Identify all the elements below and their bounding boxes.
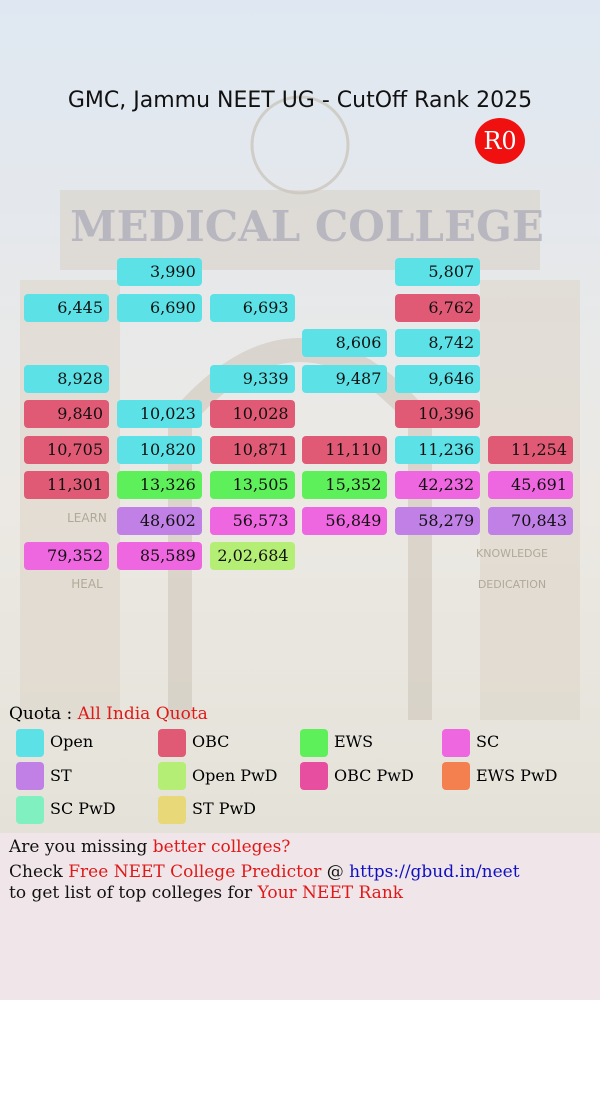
legend-swatch (16, 762, 44, 790)
text: Are you missing (9, 837, 153, 857)
legend-label: Open (50, 732, 94, 751)
watermark: HEAL (71, 577, 103, 591)
legend-label: ST PwD (192, 799, 257, 818)
rank-tile: 5,807 (395, 258, 481, 286)
legend-label: EWS (334, 732, 374, 751)
rank-tile: 13,505 (209, 471, 295, 499)
text: @ (321, 862, 350, 882)
rank-tile: 9,339 (209, 364, 295, 393)
rank-tile: 11,301 (24, 471, 109, 499)
legend-label: OBC (192, 732, 230, 751)
rank-tile: 42,232 (395, 471, 481, 499)
legend-swatch (16, 795, 44, 824)
legend-swatch (158, 762, 186, 790)
legend-label: OBC PwD (334, 765, 414, 785)
rank-tile: 11,236 (395, 435, 481, 464)
rank-tile: 48,602 (116, 506, 202, 535)
rank-tile: 58,279 (395, 506, 481, 535)
legend-label: Open PwD (192, 765, 278, 785)
link[interactable]: https://gbud.in/neet (349, 862, 520, 882)
legend-swatch (158, 728, 186, 757)
legend-swatch (442, 728, 470, 757)
footer: Are you missing better colleges? Check F… (0, 833, 600, 1000)
legend-label: ST (50, 765, 72, 785)
rank-tile: 9,646 (395, 364, 481, 393)
rank-tile: 11,110 (302, 435, 388, 464)
watermark: MEDICAL COLLEGE (70, 202, 544, 251)
rank-tile: 9,487 (302, 364, 388, 393)
legend-swatch (442, 762, 470, 790)
text: Check (9, 862, 69, 882)
legend-label: SC (476, 732, 500, 751)
rank-tile: 6,445 (24, 293, 109, 322)
highlight: better colleges? (152, 837, 291, 857)
rank-tile: 3,990 (116, 258, 202, 286)
rank-tile: 45,691 (488, 471, 573, 499)
legend-item: SC (442, 727, 499, 757)
rank-tile: 8,928 (24, 364, 109, 393)
pillar (480, 280, 580, 720)
legend-label: SC PwD (50, 799, 116, 818)
rank-tile: 56,573 (209, 506, 295, 535)
rank-tile: 10,705 (24, 435, 109, 464)
rank-tile: 8,742 (395, 329, 481, 357)
gate-top (60, 190, 540, 270)
rank-tile: 79,352 (24, 542, 109, 570)
quota-label: Quota : (9, 704, 78, 724)
rank-tile: 15,352 (302, 471, 388, 499)
legend-item: OBC PwD (300, 761, 414, 791)
legend-item: EWS (300, 727, 373, 757)
legend-item: ST PwD (158, 794, 256, 824)
quota-value: All India Quota (77, 704, 208, 724)
quota: Quota : All India Quota (9, 704, 208, 724)
legend-label: EWS PwD (476, 765, 558, 785)
legend-swatch (300, 762, 328, 790)
rank-tile: 2,02,684 (209, 542, 295, 570)
legend-swatch (16, 728, 44, 757)
footer-line: Check Free NEET College Predictor @ http… (9, 862, 520, 882)
rank-tile: 10,023 (116, 400, 202, 428)
rank-tile: 6,693 (209, 293, 295, 322)
rank-tile: 11,254 (488, 435, 573, 464)
legend-item: SC PwD (16, 794, 116, 824)
link[interactable]: Free NEET College Predictor (68, 862, 322, 882)
legend-item: ST (16, 761, 72, 791)
legend-item: Open PwD (158, 761, 278, 791)
legend-item: EWS PwD (442, 761, 557, 791)
rank-tile: 8,606 (302, 329, 388, 357)
arch (168, 338, 432, 720)
footer-line: Are you missing better colleges? (9, 837, 290, 857)
highlight: Your NEET Rank (257, 883, 404, 903)
rank-tile: 10,396 (395, 400, 481, 428)
watermark: LEARN (67, 511, 107, 525)
rank-tile: 70,843 (488, 506, 573, 535)
rank-tile: 6,762 (395, 293, 481, 322)
gate-illustration: MEDICAL COLLEGE LEARN HEAL KNOWLEDGE DED… (20, 95, 580, 720)
legend-item: OBC (158, 727, 229, 757)
rank-tile: 85,589 (116, 542, 202, 570)
title: GMC, Jammu NEET UG - CutOff Rank 2025 (67, 88, 533, 113)
rank-tile: 9,840 (24, 400, 109, 428)
legend-item: Open (16, 727, 93, 757)
emblem (250, 95, 350, 195)
rank-tile: 56,849 (302, 506, 388, 535)
pillar (20, 280, 120, 720)
round-badge: R0 (475, 118, 525, 164)
rank-tile: 13,326 (116, 471, 202, 499)
text: to get list of top colleges for (9, 883, 258, 903)
rank-tile: 6,690 (116, 293, 202, 322)
legend-swatch (158, 795, 186, 824)
rank-tile: 10,820 (116, 435, 202, 464)
rank-tile: 10,871 (209, 435, 295, 464)
watermark: KNOWLEDGE (476, 547, 548, 560)
rank-tile: 10,028 (209, 400, 295, 428)
watermark: DEDICATION (478, 578, 546, 591)
legend-swatch (300, 728, 328, 757)
footer-line: to get list of top colleges for Your NEE… (9, 883, 403, 903)
